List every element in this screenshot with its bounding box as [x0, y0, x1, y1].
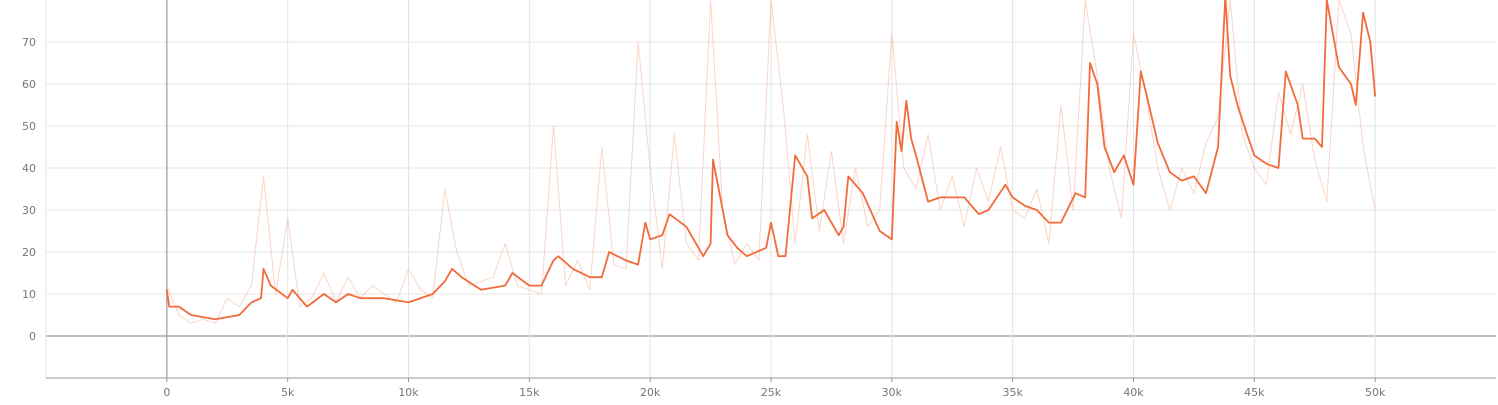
raw-series-line [166, 0, 1376, 324]
x-tick-label: 25k [761, 386, 782, 399]
axes: 0 10 20 30 40 50 60 70 0 5k 10k 15k 20k 25k 30k 35k 40k 4… [22, 0, 1496, 399]
x-tick-label: 40k [1123, 386, 1144, 399]
x-tick-label: 10k [398, 386, 419, 399]
x-tick-label: 20k [640, 386, 661, 399]
y-tick-label: 20 [22, 246, 36, 259]
grid [46, 0, 1496, 378]
x-tick-label: 15k [519, 386, 540, 399]
x-tick-label: 0 [163, 386, 170, 399]
y-tick-label: 0 [29, 330, 36, 343]
y-tick-label: 60 [22, 78, 36, 91]
x-tick-label: 5k [281, 386, 295, 399]
x-tick-label: 45k [1244, 386, 1265, 399]
smoothed-series-line [165, 0, 1377, 321]
y-tick-label: 50 [22, 120, 36, 133]
x-tick-label: 50k [1365, 386, 1386, 399]
x-tick-label: 35k [1002, 386, 1023, 399]
y-tick-label: 10 [22, 288, 36, 301]
series-layer [165, 0, 1377, 324]
y-tick-label: 30 [22, 204, 36, 217]
y-tick-label: 70 [22, 36, 36, 49]
x-tick-label: 30k [882, 386, 903, 399]
y-tick-label: 40 [22, 162, 36, 175]
